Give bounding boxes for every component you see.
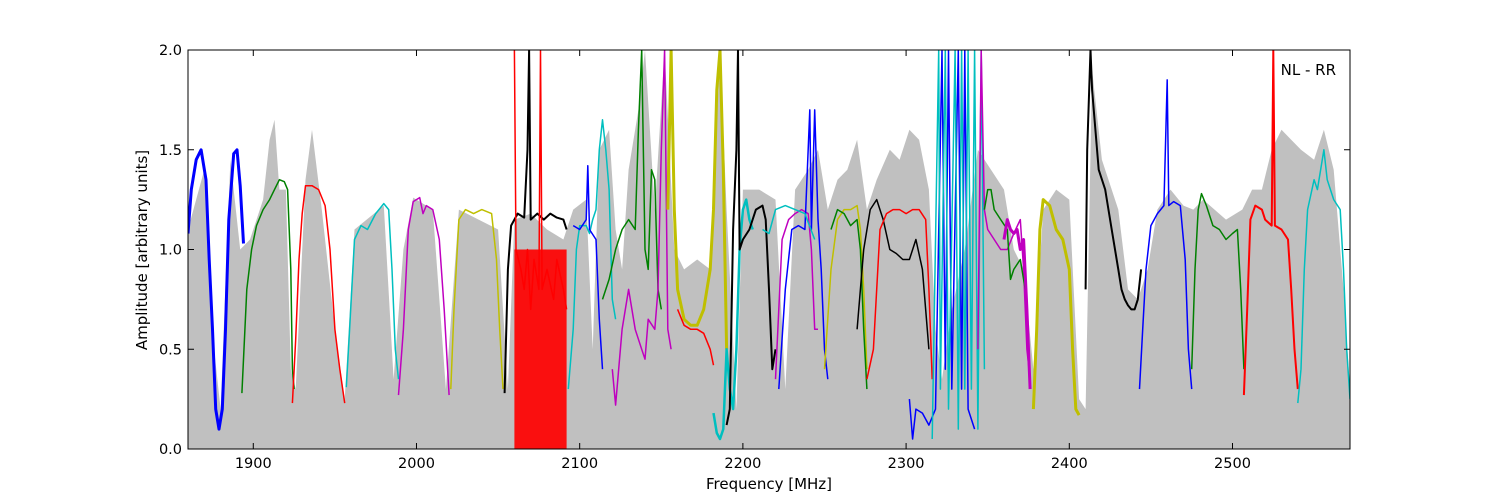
x-tick-label: 2400 [1051, 456, 1088, 472]
plot-area [188, 50, 1350, 449]
x-tick-label: 2500 [1214, 456, 1251, 472]
series-line-33 [1297, 149, 1350, 404]
x-tick-label: 2100 [561, 456, 598, 472]
series-line-27 [1002, 218, 1032, 390]
series-line-5 [450, 208, 504, 390]
series-line-29 [1084, 50, 1143, 311]
y-tick-label: 2.0 [159, 43, 182, 59]
series-line-31 [1190, 192, 1245, 370]
series-line-23 [908, 50, 976, 440]
series-line-3 [345, 202, 400, 388]
series-line-28 [1031, 198, 1081, 416]
x-axis-label: Frequency [MHz] [706, 475, 832, 493]
series-line-15 [725, 50, 777, 426]
series-line-9 [572, 164, 604, 370]
series-line-8 [567, 119, 617, 390]
series-line-26 [983, 188, 1028, 300]
series-line-18 [762, 204, 816, 240]
series-line-1 [241, 178, 295, 394]
x-tick-label: 2200 [724, 456, 761, 472]
background-envelope [188, 50, 1350, 449]
series-line-6 [503, 50, 568, 394]
series-line-22 [866, 208, 933, 380]
y-tick-label: 0.0 [159, 442, 182, 458]
series-line-30 [1138, 79, 1193, 390]
series-line-10 [601, 50, 663, 310]
series-line-14 [712, 198, 754, 441]
series-line-4 [397, 196, 450, 396]
panel-annotation: NL - RR [1281, 61, 1336, 79]
axis-ticks: 1900 2000 2100 2200 2300 2400 2500 0.0 0.5 1.0 1.5… [159, 43, 1350, 472]
series-line-12 [666, 50, 729, 350]
y-tick-label: 0.5 [159, 342, 182, 358]
x-tick-label: 2000 [398, 456, 435, 472]
series-line-2 [291, 184, 346, 404]
series-line-13 [676, 309, 715, 366]
x-tick-label: 1900 [235, 456, 272, 472]
series-line-32 [1242, 50, 1299, 396]
y-tick-label: 1.5 [159, 143, 182, 159]
x-tick-label: 2300 [888, 456, 925, 472]
series-line-7 [513, 50, 568, 311]
series-line-24 [931, 50, 986, 440]
y-tick-label: 1.0 [159, 243, 182, 259]
y-axis-label: Amplitude [arbitrary units] [133, 150, 151, 350]
series-line-21 [856, 198, 930, 350]
series-line-20 [830, 208, 868, 390]
series-line-0 [188, 148, 245, 431]
series-line-11 [611, 50, 672, 406]
series-line-17 [778, 109, 829, 390]
